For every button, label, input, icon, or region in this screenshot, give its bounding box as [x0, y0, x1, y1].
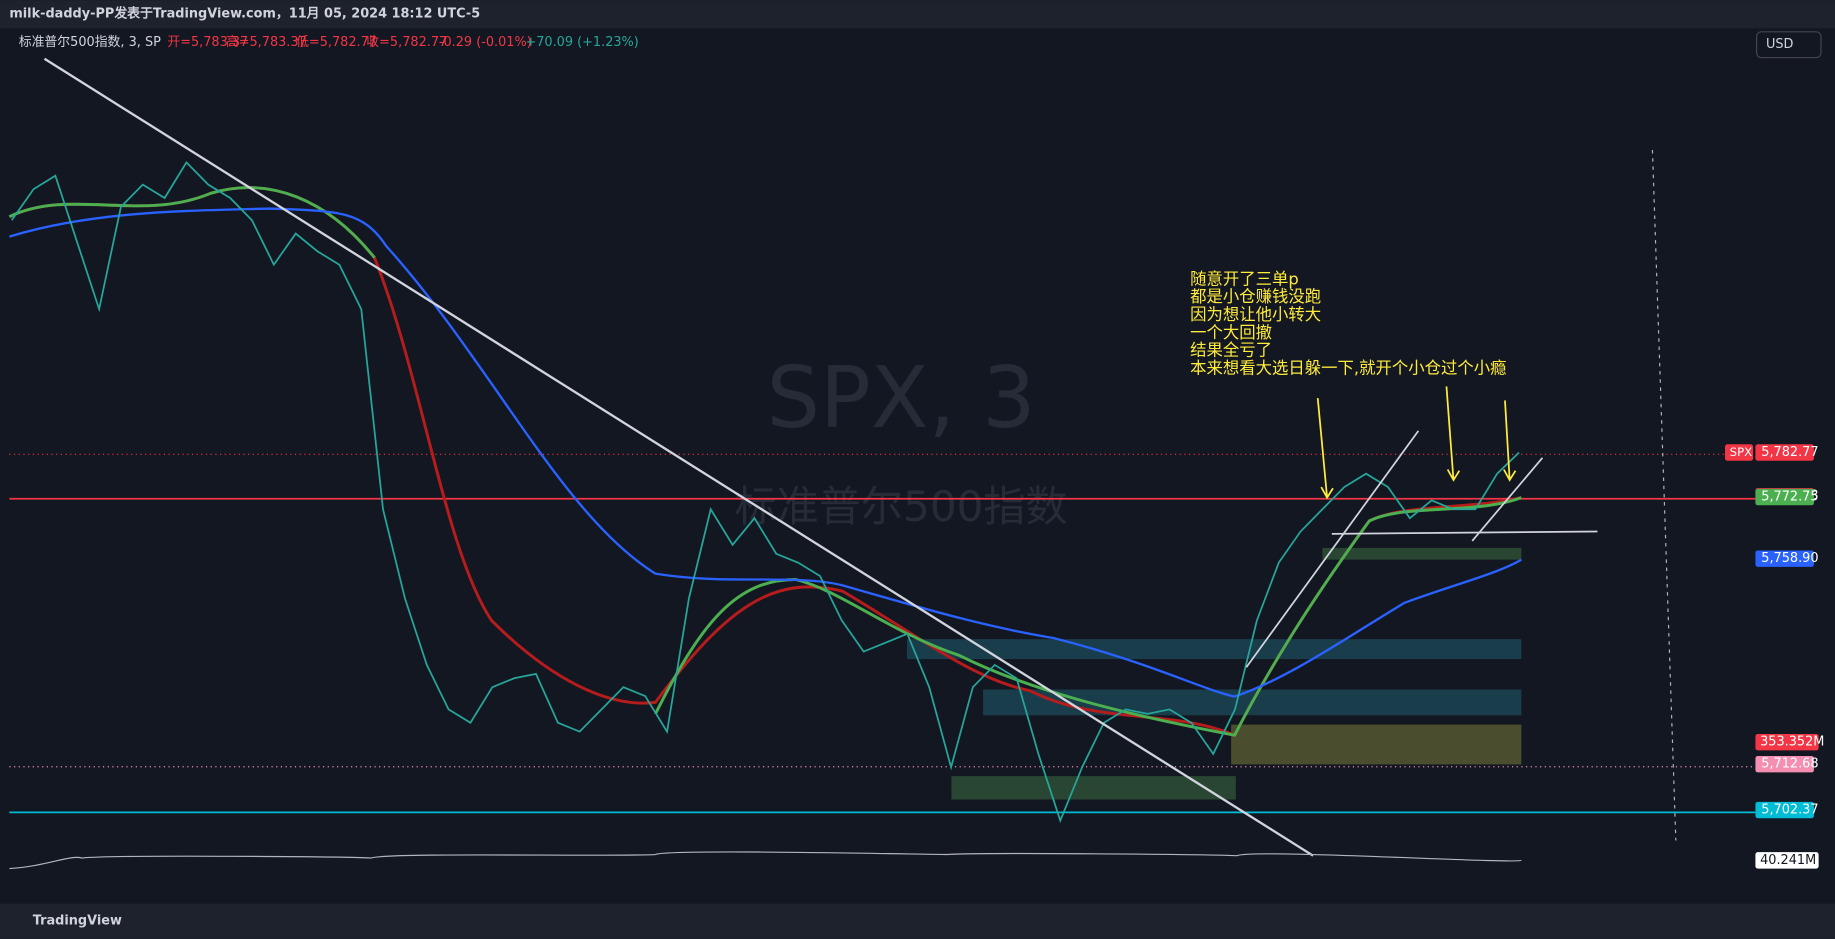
symbol-tag-label: SPX — [1730, 445, 1752, 459]
legend-open: 开=5,783.37 — [167, 35, 248, 50]
zone — [1231, 724, 1522, 765]
ma-blue — [9, 207, 1522, 698]
arrows — [1316, 386, 1517, 500]
watermark-symbol: SPX, 3 — [767, 349, 1036, 447]
zone — [906, 639, 1522, 660]
annotation-line: 都是小仓赚钱没跑 — [1190, 287, 1321, 306]
volume-tag — [1755, 733, 1819, 751]
legend-high: 高=5,783.37 — [226, 34, 307, 50]
price-tag — [1755, 444, 1814, 461]
header-title: milk-daddy-PP发表于TradingView.com，11月 05, … — [9, 6, 480, 22]
price-tag — [1755, 488, 1814, 506]
price-tag-label: 5,712.68 — [1761, 757, 1818, 772]
volume-ma — [9, 851, 1522, 870]
annotation-line: 结果全亏了 — [1190, 341, 1272, 360]
trend-line — [1471, 457, 1544, 542]
price-tag-label: 5,772.75 — [1761, 490, 1818, 505]
legend-day-change: +70.09 (+1.23%) — [525, 35, 638, 50]
price-tag-label: 5,758.90 — [1761, 551, 1818, 566]
trend-line — [1331, 530, 1598, 535]
annotation-line: 一个大回撤 — [1190, 323, 1272, 342]
ma-green — [8, 186, 1522, 737]
zone — [1322, 547, 1522, 560]
zone — [951, 776, 1236, 800]
legend-symbol: 标准普尔500指数, 3, SP — [19, 35, 161, 50]
legend-close: 收=5,782.77 — [366, 35, 447, 50]
top-bar — [0, 0, 1835, 29]
price-line-series — [10, 161, 1520, 824]
bottom-bar — [0, 903, 1835, 939]
legend-change: -0.29 (-0.01%) — [439, 35, 532, 50]
price-tag — [1755, 801, 1814, 819]
price-tag-label: 5,782.77 — [1761, 445, 1818, 460]
volume-tag-label: 353.352M — [1760, 735, 1824, 750]
price-tag-label: 5,702.37 — [1761, 803, 1818, 818]
annotation-line: 本来想看大选日躲一下,就开个小仓过个小瘾 — [1190, 358, 1506, 377]
trend-line — [43, 57, 1314, 857]
volume-tag — [1755, 852, 1819, 869]
currency-button[interactable] — [1756, 31, 1822, 59]
symbol-tag — [1724, 444, 1754, 461]
fib-trend — [1651, 149, 1677, 841]
volume-tag-label: 40.241M — [1760, 853, 1816, 868]
trend-line — [1245, 430, 1420, 668]
footer-brand: TradingView — [33, 914, 122, 929]
watermark-name: 标准普尔500指数 — [735, 482, 1068, 531]
currency: USD — [1766, 37, 1794, 52]
price-tag — [1755, 756, 1814, 773]
annotation-line: 因为想让他小转大 — [1190, 305, 1321, 324]
annotation-line: 随意开了三单p — [1190, 269, 1299, 288]
legend-low: 低=5,782.77 — [296, 35, 377, 50]
price-tag — [1755, 550, 1814, 567]
